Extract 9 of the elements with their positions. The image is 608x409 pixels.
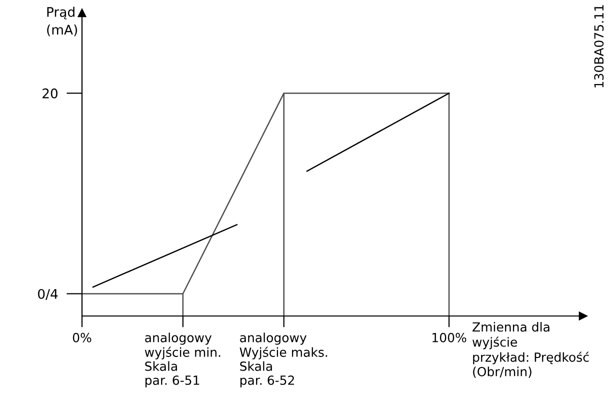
x-tick-label: 100% (432, 332, 466, 342)
text: 130BA075.11 (594, 5, 604, 88)
x-axis-title: Zmienna dla wyjście przykład: Prędkość (Obr/min) (472, 322, 589, 378)
x-tick-label: analogowy Wyjście maks. Skala par. 6-52 (240, 332, 328, 388)
text: 0/4 (38, 288, 58, 300)
text: 20 (42, 88, 58, 98)
y-axis-title: Prąd (mA) (47, 6, 78, 36)
x-tick-label: 0% (72, 332, 92, 342)
x-tick-label: analogowy wyjście min. Skala par. 6-51 (144, 332, 220, 388)
